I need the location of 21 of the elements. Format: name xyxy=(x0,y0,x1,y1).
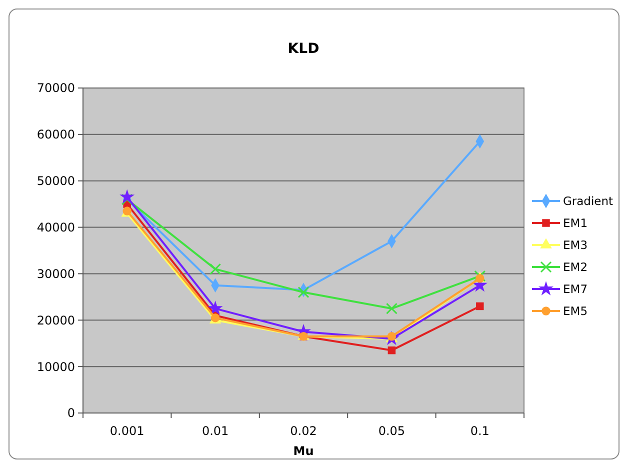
chart-title: KLD xyxy=(288,41,320,57)
y-tick-label: 10000 xyxy=(36,360,75,374)
y-tick-label: 50000 xyxy=(36,174,75,188)
x-axis-title: Mu xyxy=(293,444,314,458)
y-tick-label: 30000 xyxy=(36,266,75,281)
y-tick-label: 60000 xyxy=(36,128,75,142)
legend-label: EM5 xyxy=(563,304,588,318)
legend-label: EM7 xyxy=(563,282,588,296)
legend-label: EM3 xyxy=(563,238,588,252)
x-tick-label: 0.1 xyxy=(470,424,490,438)
y-tick-label: 20000 xyxy=(36,313,75,328)
y-tick-label: 0 xyxy=(67,406,75,420)
x-tick-label: 0.05 xyxy=(378,424,406,438)
legend-label: Gradient xyxy=(563,194,614,208)
y-tick-label: 70000 xyxy=(36,81,75,96)
legend-label: EM1 xyxy=(563,216,588,230)
legend-label: EM2 xyxy=(563,260,588,274)
x-tick-label: 0.02 xyxy=(290,424,317,438)
x-tick-label: 0.001 xyxy=(110,424,144,438)
x-tick-label: 0.01 xyxy=(202,424,229,438)
y-tick-label: 40000 xyxy=(36,220,75,234)
